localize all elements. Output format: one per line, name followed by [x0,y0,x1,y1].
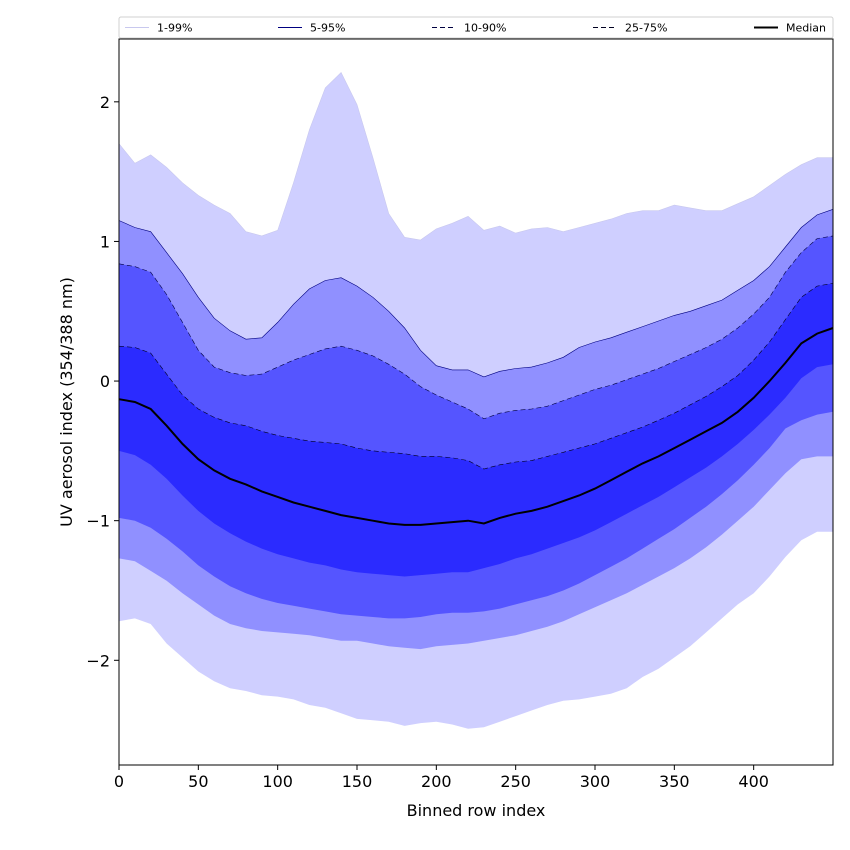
legend-label-median: Median [786,22,826,35]
x-tick-label-100: 100 [262,772,293,791]
x-tick-label-50: 50 [188,772,208,791]
band-upper-edge-1-99 [118,71,833,241]
legend-label-25-75: 25-75% [625,22,667,35]
x-axis: 0 50 100 150 200 250 300 350 400 [114,765,769,791]
y-tick-label-2: 2 [100,93,110,112]
x-tick-label-250: 250 [500,772,531,791]
plot-frame [118,38,834,766]
y-tick-label-0: 0 [100,372,110,391]
y-axis: −2 −1 0 1 2 [86,93,119,670]
legend-frame [118,16,834,39]
y-axis-label: UV aerosol index (354/388 nm) [57,277,76,527]
legend: 1-99% 5-95% 10-90% 25-75% Median [118,16,834,39]
x-tick-label-350: 350 [659,772,690,791]
band-edges-group [118,71,834,470]
band-upper-edge-10-90 [118,235,834,420]
y-tick-label--2: −2 [86,651,110,670]
y-tick-label--1: −1 [86,512,110,531]
y-tick-label-1: 1 [100,232,110,251]
x-tick-label-150: 150 [342,772,373,791]
legend-label-10-90: 10-90% [464,22,506,35]
median-group [118,327,834,526]
legend-label-1-99: 1-99% [157,22,192,35]
x-axis-label: Binned row index [407,801,546,820]
x-tick-label-300: 300 [580,772,611,791]
x-tick-label-200: 200 [421,772,452,791]
x-tick-label-0: 0 [114,772,124,791]
median-line [118,327,834,526]
x-tick-label-400: 400 [738,772,769,791]
band-upper-edge-5-95 [118,209,834,378]
legend-label-5-95: 5-95% [310,22,345,35]
bands-group [119,72,833,729]
